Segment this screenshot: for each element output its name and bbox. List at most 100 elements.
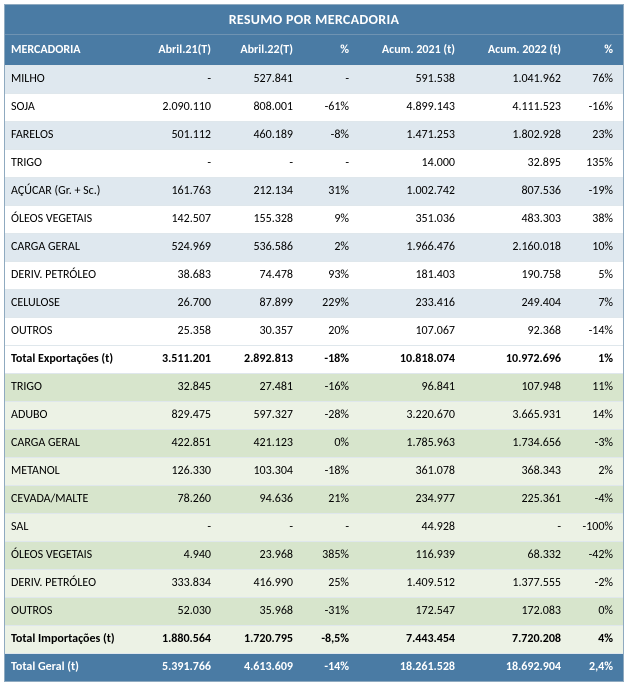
cell-pct: -28% bbox=[299, 402, 355, 429]
cell-c22: 190.758 bbox=[461, 262, 567, 289]
col-mercadoria: MERCADORIA bbox=[5, 35, 135, 65]
cell-c21: 1.409.512 bbox=[355, 570, 461, 597]
cell-pct: 31% bbox=[299, 178, 355, 205]
cell-a22: 416.990 bbox=[217, 570, 299, 597]
cell-cpct: -2% bbox=[567, 570, 619, 597]
cell-cpct: -42% bbox=[567, 542, 619, 569]
cell-cpct: -16% bbox=[567, 94, 619, 121]
cell-a21: - bbox=[135, 514, 217, 541]
cell-a21: 38.683 bbox=[135, 262, 217, 289]
cell-pct: 21% bbox=[299, 486, 355, 513]
table-row: CELULOSE26.70087.899229%233.416249.4047% bbox=[5, 289, 623, 317]
cell-c22: 68.332 bbox=[461, 542, 567, 569]
table-row: OUTROS25.35830.35720%107.06792.368-14% bbox=[5, 317, 623, 345]
cell-c22: 4.111.523 bbox=[461, 94, 567, 121]
col-pct: % bbox=[299, 35, 355, 65]
cell-c22: 483.303 bbox=[461, 206, 567, 233]
cell-cpct: -4% bbox=[567, 486, 619, 513]
cell-a21: 126.330 bbox=[135, 458, 217, 485]
cell-cpct: 76% bbox=[567, 66, 619, 93]
cell-c22: 3.665.931 bbox=[461, 402, 567, 429]
cell-pct: 25% bbox=[299, 570, 355, 597]
cell-a22: 23.968 bbox=[217, 542, 299, 569]
cell-a21: 52.030 bbox=[135, 598, 217, 625]
cell-a22: 35.968 bbox=[217, 598, 299, 625]
cell-c22: 1.802.928 bbox=[461, 122, 567, 149]
cell-a22: 27.481 bbox=[217, 374, 299, 401]
cell-label: CARGA GERAL bbox=[5, 234, 135, 261]
cell-a22: 155.328 bbox=[217, 206, 299, 233]
table-row: TRIGO---14.00032.895135% bbox=[5, 149, 623, 177]
table-row: ÓLEOS VEGETAIS142.507155.3289%351.036483… bbox=[5, 205, 623, 233]
cell-a21: 333.834 bbox=[135, 570, 217, 597]
cell-pct: 9% bbox=[299, 206, 355, 233]
cell-cpct: 38% bbox=[567, 206, 619, 233]
export-total-a21: 3.511.201 bbox=[135, 346, 217, 373]
table-row: FARELOS501.112460.189-8%1.471.2531.802.9… bbox=[5, 121, 623, 149]
cell-cpct: -3% bbox=[567, 430, 619, 457]
cell-c21: 14.000 bbox=[355, 150, 461, 177]
cell-a21: - bbox=[135, 66, 217, 93]
cell-a21: 26.700 bbox=[135, 290, 217, 317]
cell-cpct: 7% bbox=[567, 290, 619, 317]
export-total-row: Total Exportações (t) 3.511.201 2.892.81… bbox=[5, 345, 623, 373]
cell-c21: 172.547 bbox=[355, 598, 461, 625]
export-total-a22: 2.892.813 bbox=[217, 346, 299, 373]
cell-label: SOJA bbox=[5, 94, 135, 121]
cell-label: AÇÚCAR (Gr. + Sc.) bbox=[5, 178, 135, 205]
cell-label: OUTROS bbox=[5, 318, 135, 345]
cell-label: ÓLEOS VEGETAIS bbox=[5, 206, 135, 233]
grand-total-pct: -14% bbox=[299, 654, 355, 681]
cell-cpct: 2% bbox=[567, 458, 619, 485]
cell-cpct: 14% bbox=[567, 402, 619, 429]
cell-c22: 1.041.962 bbox=[461, 66, 567, 93]
summary-table: RESUMO POR MERCADORIA MERCADORIA Abril.2… bbox=[4, 4, 624, 682]
table-row: DERIV. PETRÓLEO333.834416.99025%1.409.51… bbox=[5, 569, 623, 597]
cell-a22: 30.357 bbox=[217, 318, 299, 345]
table-row: TRIGO32.84527.481-16%96.841107.94811% bbox=[5, 373, 623, 401]
cell-cpct: 0% bbox=[567, 598, 619, 625]
table-title: RESUMO POR MERCADORIA bbox=[5, 5, 623, 34]
cell-label: MILHO bbox=[5, 66, 135, 93]
cell-c21: 181.403 bbox=[355, 262, 461, 289]
table-row: SOJA2.090.110808.001-61%4.899.1434.111.5… bbox=[5, 93, 623, 121]
table-row: AÇÚCAR (Gr. + Sc.)161.763212.13431%1.002… bbox=[5, 177, 623, 205]
cell-c22: 92.368 bbox=[461, 318, 567, 345]
cell-a22: 597.327 bbox=[217, 402, 299, 429]
cell-a21: 32.845 bbox=[135, 374, 217, 401]
cell-label: TRIGO bbox=[5, 374, 135, 401]
grand-total-a21: 5.391.766 bbox=[135, 654, 217, 681]
cell-pct: -8% bbox=[299, 122, 355, 149]
cell-label: ÓLEOS VEGETAIS bbox=[5, 542, 135, 569]
cell-cpct: 11% bbox=[567, 374, 619, 401]
cell-a22: 103.304 bbox=[217, 458, 299, 485]
cell-c21: 3.220.670 bbox=[355, 402, 461, 429]
cell-cpct: -100% bbox=[567, 514, 619, 541]
cell-pct: 0% bbox=[299, 430, 355, 457]
cell-pct: - bbox=[299, 514, 355, 541]
cell-pct: 93% bbox=[299, 262, 355, 289]
cell-c22: 1.377.555 bbox=[461, 570, 567, 597]
table-row: ÓLEOS VEGETAIS4.94023.968385%116.93968.3… bbox=[5, 541, 623, 569]
col-abril22: Abril.22(T) bbox=[217, 35, 299, 65]
cell-a21: - bbox=[135, 150, 217, 177]
grand-total-cpct: 2,4% bbox=[567, 654, 619, 681]
cell-a22: - bbox=[217, 150, 299, 177]
cell-pct: 2% bbox=[299, 234, 355, 261]
cell-c22: 2.160.018 bbox=[461, 234, 567, 261]
cell-a21: 161.763 bbox=[135, 178, 217, 205]
cell-c22: 172.083 bbox=[461, 598, 567, 625]
cell-a22: - bbox=[217, 514, 299, 541]
export-total-pct: -18% bbox=[299, 346, 355, 373]
cell-pct: 229% bbox=[299, 290, 355, 317]
cell-a22: 212.134 bbox=[217, 178, 299, 205]
cell-label: DERIV. PETRÓLEO bbox=[5, 262, 135, 289]
cell-cpct: 10% bbox=[567, 234, 619, 261]
table-row: OUTROS52.03035.968-31%172.547172.0830% bbox=[5, 597, 623, 625]
cell-label: CARGA GERAL bbox=[5, 430, 135, 457]
cell-a21: 142.507 bbox=[135, 206, 217, 233]
grand-total-a22: 4.613.609 bbox=[217, 654, 299, 681]
cell-c21: 1.785.963 bbox=[355, 430, 461, 457]
table-row: CARGA GERAL524.969536.5862%1.966.4762.16… bbox=[5, 233, 623, 261]
cell-a22: 94.636 bbox=[217, 486, 299, 513]
